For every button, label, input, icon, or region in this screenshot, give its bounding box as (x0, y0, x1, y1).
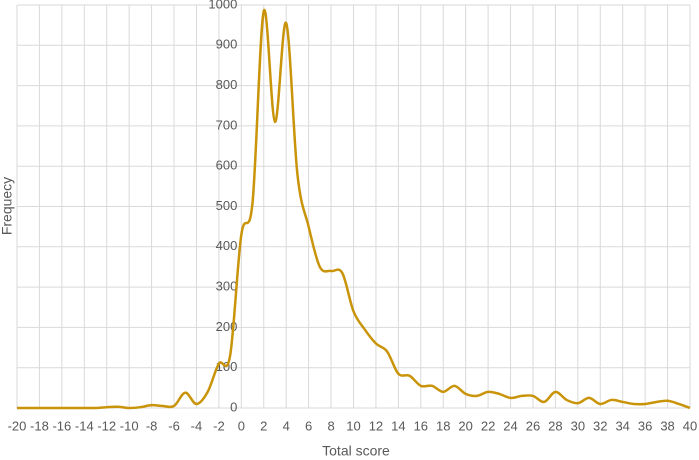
y-tick-label: 900 (216, 37, 238, 52)
x-tick-label: 12 (369, 418, 383, 433)
x-tick-label: 38 (660, 418, 674, 433)
x-tick-label: 2 (260, 418, 267, 433)
x-tick-label: 36 (638, 418, 652, 433)
x-tick-label: -8 (146, 418, 158, 433)
x-tick-label: 6 (305, 418, 312, 433)
x-tick-label: -18 (30, 418, 49, 433)
x-tick-label: 18 (436, 418, 450, 433)
x-tick-label: 8 (327, 418, 334, 433)
x-tick-label: 26 (526, 418, 540, 433)
y-tick-label: 600 (216, 158, 238, 173)
y-tick-label: 1000 (208, 0, 237, 11)
x-tick-label: 4 (283, 418, 290, 433)
y-axis-label: Frequecy (0, 177, 15, 235)
x-tick-label: -20 (8, 418, 27, 433)
x-tick-label: 28 (548, 418, 562, 433)
y-tick-label: 500 (216, 198, 238, 213)
x-tick-label: 20 (458, 418, 472, 433)
x-tick-label: 30 (571, 418, 585, 433)
line (17, 9, 691, 410)
x-tick-label: 10 (346, 418, 360, 433)
x-tick-label: 0 (238, 418, 245, 433)
y-tick-label: 800 (216, 77, 238, 92)
x-tick-label: 16 (414, 418, 428, 433)
x-axis-label: Total score (322, 443, 390, 459)
x-tick-label: 32 (593, 418, 607, 433)
x-tick-label: -4 (191, 418, 203, 433)
x-tick-label: -6 (168, 418, 180, 433)
y-tick-label: 0 (230, 399, 237, 414)
x-tick-label: -10 (120, 418, 139, 433)
x-tick-label: -2 (213, 418, 225, 433)
x-tick-label: 24 (503, 418, 517, 433)
x-tick-label: -16 (52, 418, 71, 433)
y-tick-label: 400 (216, 238, 238, 253)
x-tick-label: -12 (97, 418, 116, 433)
x-tick-label: -14 (75, 418, 94, 433)
y-tick-label: 700 (216, 117, 238, 132)
x-tick-label: 34 (615, 418, 629, 433)
y-tick-label: 300 (216, 279, 238, 294)
x-tick-label: 40 (683, 418, 697, 433)
x-tick-label: 14 (391, 418, 405, 433)
x-tick-label: 22 (481, 418, 495, 433)
